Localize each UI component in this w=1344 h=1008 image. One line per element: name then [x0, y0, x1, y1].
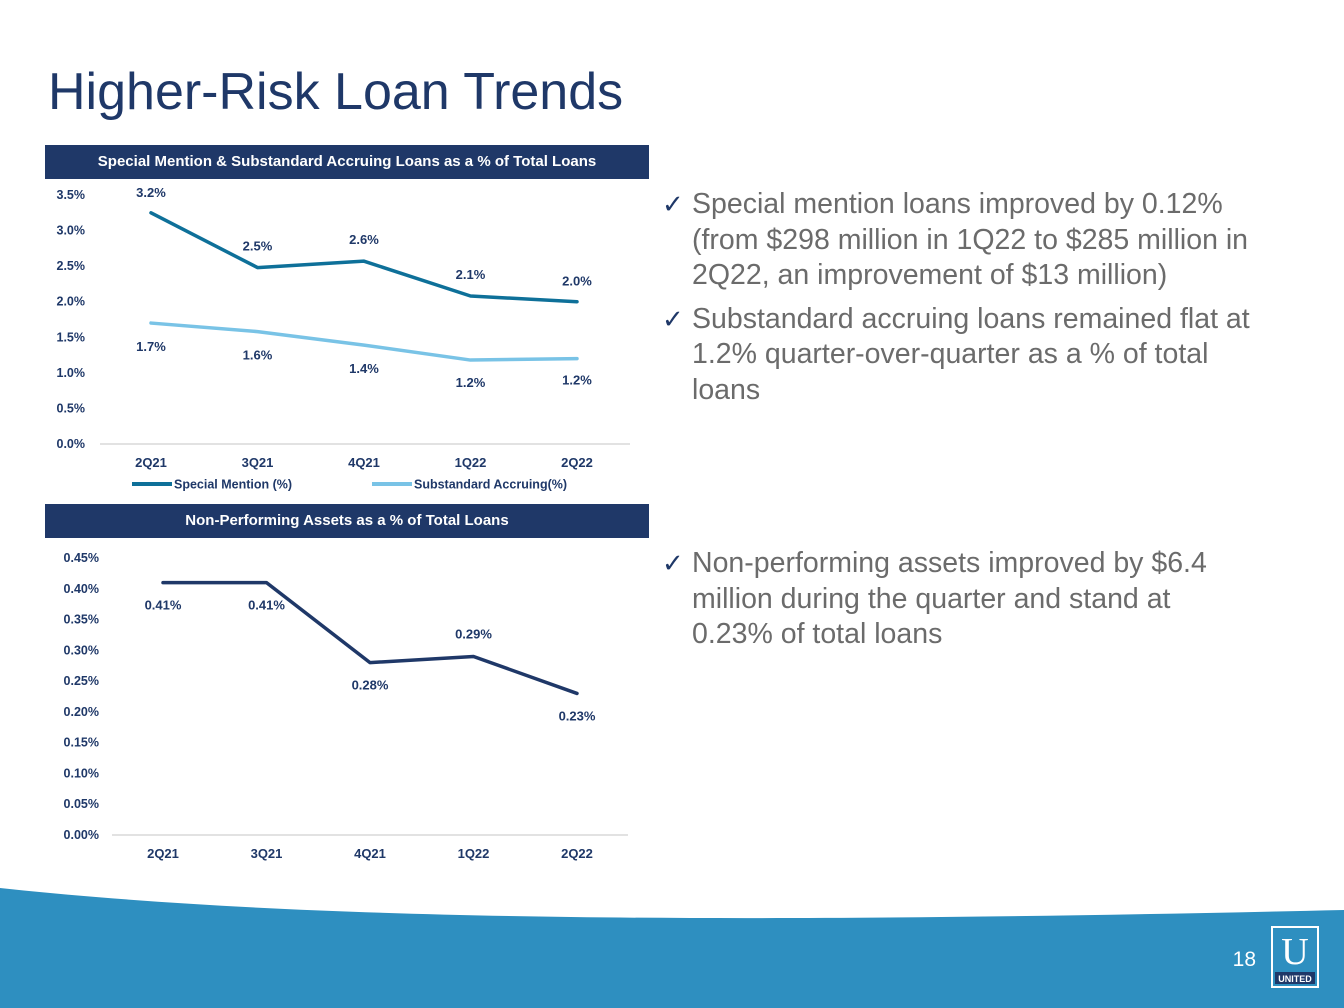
- x-tick-label: 3Q21: [251, 846, 283, 861]
- y-tick-label: 1.5%: [57, 330, 86, 344]
- y-tick-label: 0.0%: [57, 437, 86, 451]
- y-tick-label: 2.0%: [57, 295, 86, 309]
- data-label: 0.41%: [145, 598, 182, 613]
- united-logo: U UNITED: [1271, 926, 1319, 988]
- y-tick-label: 0.35%: [64, 613, 99, 627]
- data-label: 1.6%: [243, 348, 273, 363]
- data-label: 0.41%: [248, 598, 285, 613]
- page-title: Higher-Risk Loan Trends: [48, 63, 624, 121]
- x-tick-label: 4Q21: [348, 455, 380, 470]
- series-line-0: [149, 211, 579, 304]
- data-label: 1.2%: [562, 373, 592, 388]
- y-tick-label: 0.30%: [64, 643, 99, 657]
- legend-label-1: Substandard Accruing(%): [414, 478, 567, 492]
- y-tick-label: 2.5%: [57, 259, 86, 273]
- y-tick-label: 0.10%: [64, 766, 99, 780]
- data-label: 1.7%: [136, 339, 166, 354]
- x-tick-label: 3Q21: [242, 455, 274, 470]
- data-label: 0.28%: [352, 678, 389, 693]
- data-label: 1.2%: [456, 375, 486, 390]
- x-tick-label: 2Q22: [561, 455, 593, 470]
- x-tick-label: 1Q22: [455, 455, 487, 470]
- chart2-title: Non-Performing Assets as a % of Total Lo…: [45, 504, 649, 538]
- y-tick-label: 0.05%: [64, 797, 99, 811]
- y-tick-label: 0.20%: [64, 705, 99, 719]
- bullet-text: Non-performing assets improved by $6.4 m…: [692, 547, 1207, 650]
- non-performing-assets-chart: 0.00% 0.05% 0.10% 0.15% 0.20% 0.25% 0.30% 0.35%…: [64, 551, 628, 861]
- x-tick-label: 2Q21: [147, 846, 179, 861]
- data-label: 2.5%: [243, 239, 273, 254]
- bullets-bottom: ✓ Non-performing assets improved by $6.4…: [662, 546, 1252, 661]
- y-tick-label: 1.0%: [57, 366, 86, 380]
- checkmark-icon: ✓: [662, 548, 684, 578]
- x-tick-label: 1Q22: [458, 846, 490, 861]
- y-tick-label: 3.5%: [57, 188, 86, 202]
- page-number: 18: [1232, 948, 1256, 971]
- x-tick-label: 4Q21: [354, 846, 386, 861]
- y-tick-label: 0.00%: [64, 828, 99, 842]
- y-tick-label: 0.25%: [64, 674, 99, 688]
- y-tick-label: 0.45%: [64, 551, 99, 565]
- special-mention-substandard-chart: 0.0% 0.5% 1.0% 1.5% 2.0% 2.5% 3.0% 3.5% 2Q21 3Q21…: [57, 185, 630, 492]
- bullet-text: Special mention loans improved by 0.12% …: [692, 188, 1249, 291]
- data-label: 0.29%: [455, 626, 492, 641]
- series-line-1: [149, 321, 579, 362]
- checkmark-icon: ✓: [662, 303, 684, 334]
- data-label: 2.0%: [562, 274, 592, 289]
- data-label: 1.4%: [349, 361, 379, 376]
- x-tick-label: 2Q21: [135, 455, 167, 470]
- bullet-non-performing: ✓ Non-performing assets improved by $6.4…: [662, 546, 1252, 653]
- chart1-title: Special Mention & Substandard Accruing L…: [45, 145, 649, 179]
- logo-text: UNITED: [1278, 974, 1312, 984]
- y-tick-label: 0.15%: [64, 736, 99, 750]
- data-label: 2.1%: [456, 267, 486, 282]
- x-tick-label: 2Q22: [561, 846, 593, 861]
- bullet-substandard: ✓ Substandard accruing loans remained fl…: [662, 302, 1252, 409]
- data-label: 3.2%: [136, 185, 166, 200]
- legend-label-0: Special Mention (%): [174, 478, 292, 492]
- data-label: 0.23%: [559, 708, 596, 723]
- data-label: 2.6%: [349, 232, 379, 247]
- logo-letter: U: [1281, 931, 1308, 973]
- y-tick-label: 0.40%: [64, 582, 99, 596]
- bullet-special-mention: ✓ Special mention loans improved by 0.12…: [662, 187, 1252, 294]
- series-line-0: [161, 580, 579, 696]
- y-tick-label: 0.5%: [57, 401, 86, 415]
- checkmark-icon: ✓: [662, 189, 684, 219]
- y-tick-label: 3.0%: [57, 224, 86, 238]
- bullet-text: Substandard accruing loans remained flat…: [692, 302, 1250, 406]
- bullets-top: ✓ Special mention loans improved by 0.12…: [662, 187, 1252, 416]
- footer-wave: [0, 888, 1344, 1008]
